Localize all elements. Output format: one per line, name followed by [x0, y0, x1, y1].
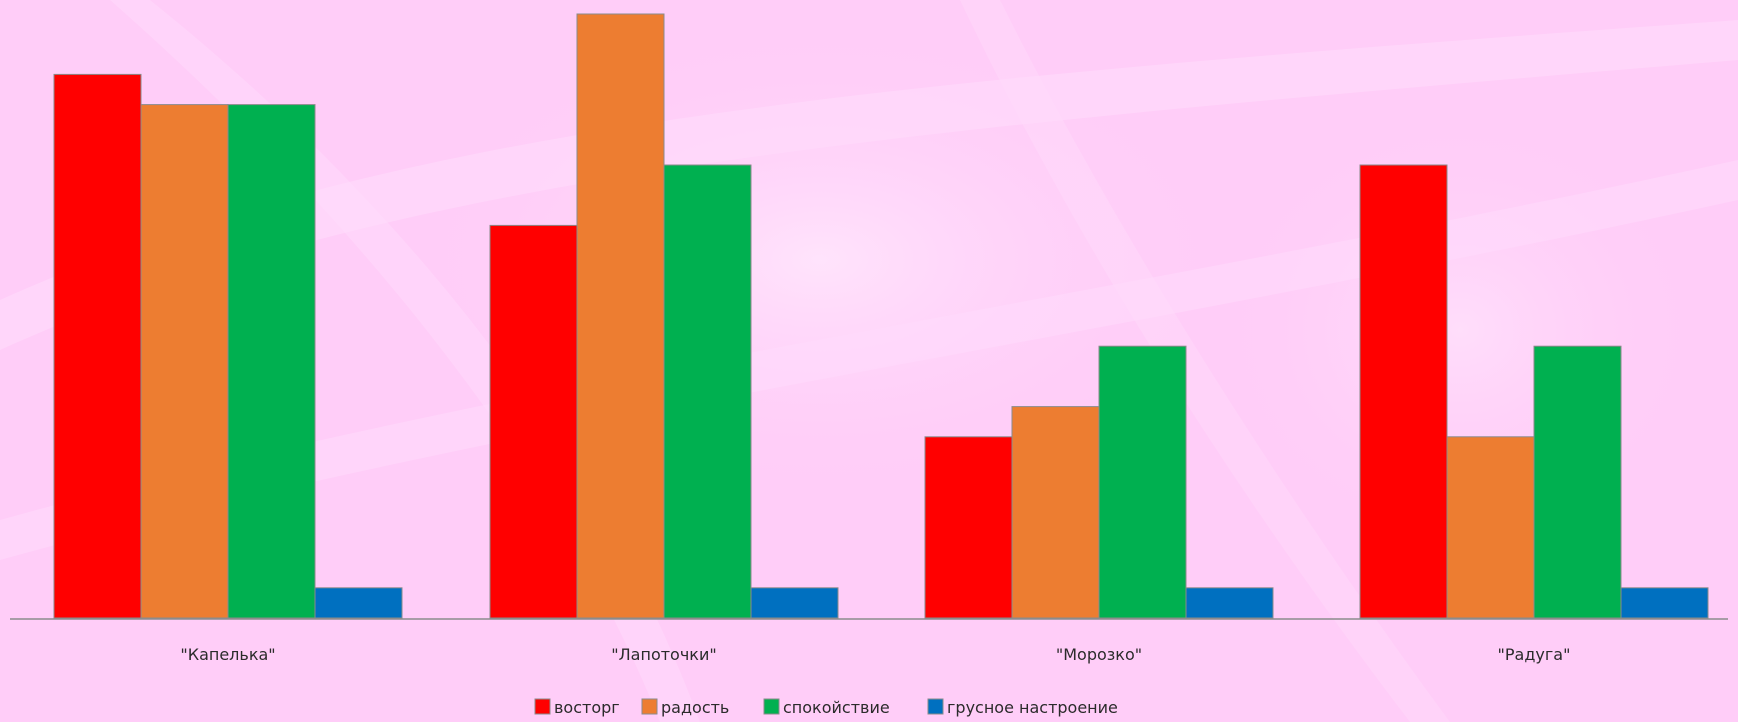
bar-3-4: [1185, 587, 1274, 619]
legend-swatch: [534, 698, 551, 715]
plot-area: [53, 13, 1709, 619]
bar-4-1: [1359, 164, 1448, 619]
legend-label: восторг: [554, 698, 620, 717]
legend-label: спокойствие: [783, 698, 890, 717]
legend-item: радость: [641, 698, 729, 717]
bar-4-3: [1533, 345, 1622, 619]
bar-3-3: [1098, 345, 1187, 619]
legend-label: радость: [661, 698, 729, 717]
bar-1-1: [53, 73, 142, 619]
x-tick-label: "Лапоточки": [611, 645, 716, 664]
bar-2-1: [489, 224, 578, 619]
x-tick-label: "Морозко": [1056, 645, 1142, 664]
bar-1-4: [314, 587, 403, 619]
legend-item: грусное настроение: [927, 698, 1118, 717]
legend-item: спокойствие: [763, 698, 890, 717]
legend-label: грусное настроение: [947, 698, 1118, 717]
bar-3-2: [1011, 406, 1100, 619]
legend-swatch: [763, 698, 780, 715]
legend-swatch: [927, 698, 944, 715]
bar-2-3: [663, 164, 752, 619]
bar-2-2: [576, 13, 665, 619]
axis: "Капелька" "Лапоточки" "Морозко" "Радуга": [10, 618, 1728, 664]
x-tick-label: "Радуга": [1498, 645, 1571, 664]
legend: восторг радость спокойствие грусное настрое…: [534, 698, 1118, 717]
bar-4-4: [1620, 587, 1709, 619]
legend-item: восторг: [534, 698, 620, 717]
bar-1-2: [140, 104, 229, 619]
x-tick-label: "Капелька": [180, 645, 275, 664]
bar-1-3: [227, 104, 316, 619]
bar-4-2: [1446, 436, 1535, 619]
bar-3-1: [924, 436, 1013, 619]
bar-2-4: [750, 587, 839, 619]
legend-swatch: [641, 698, 658, 715]
